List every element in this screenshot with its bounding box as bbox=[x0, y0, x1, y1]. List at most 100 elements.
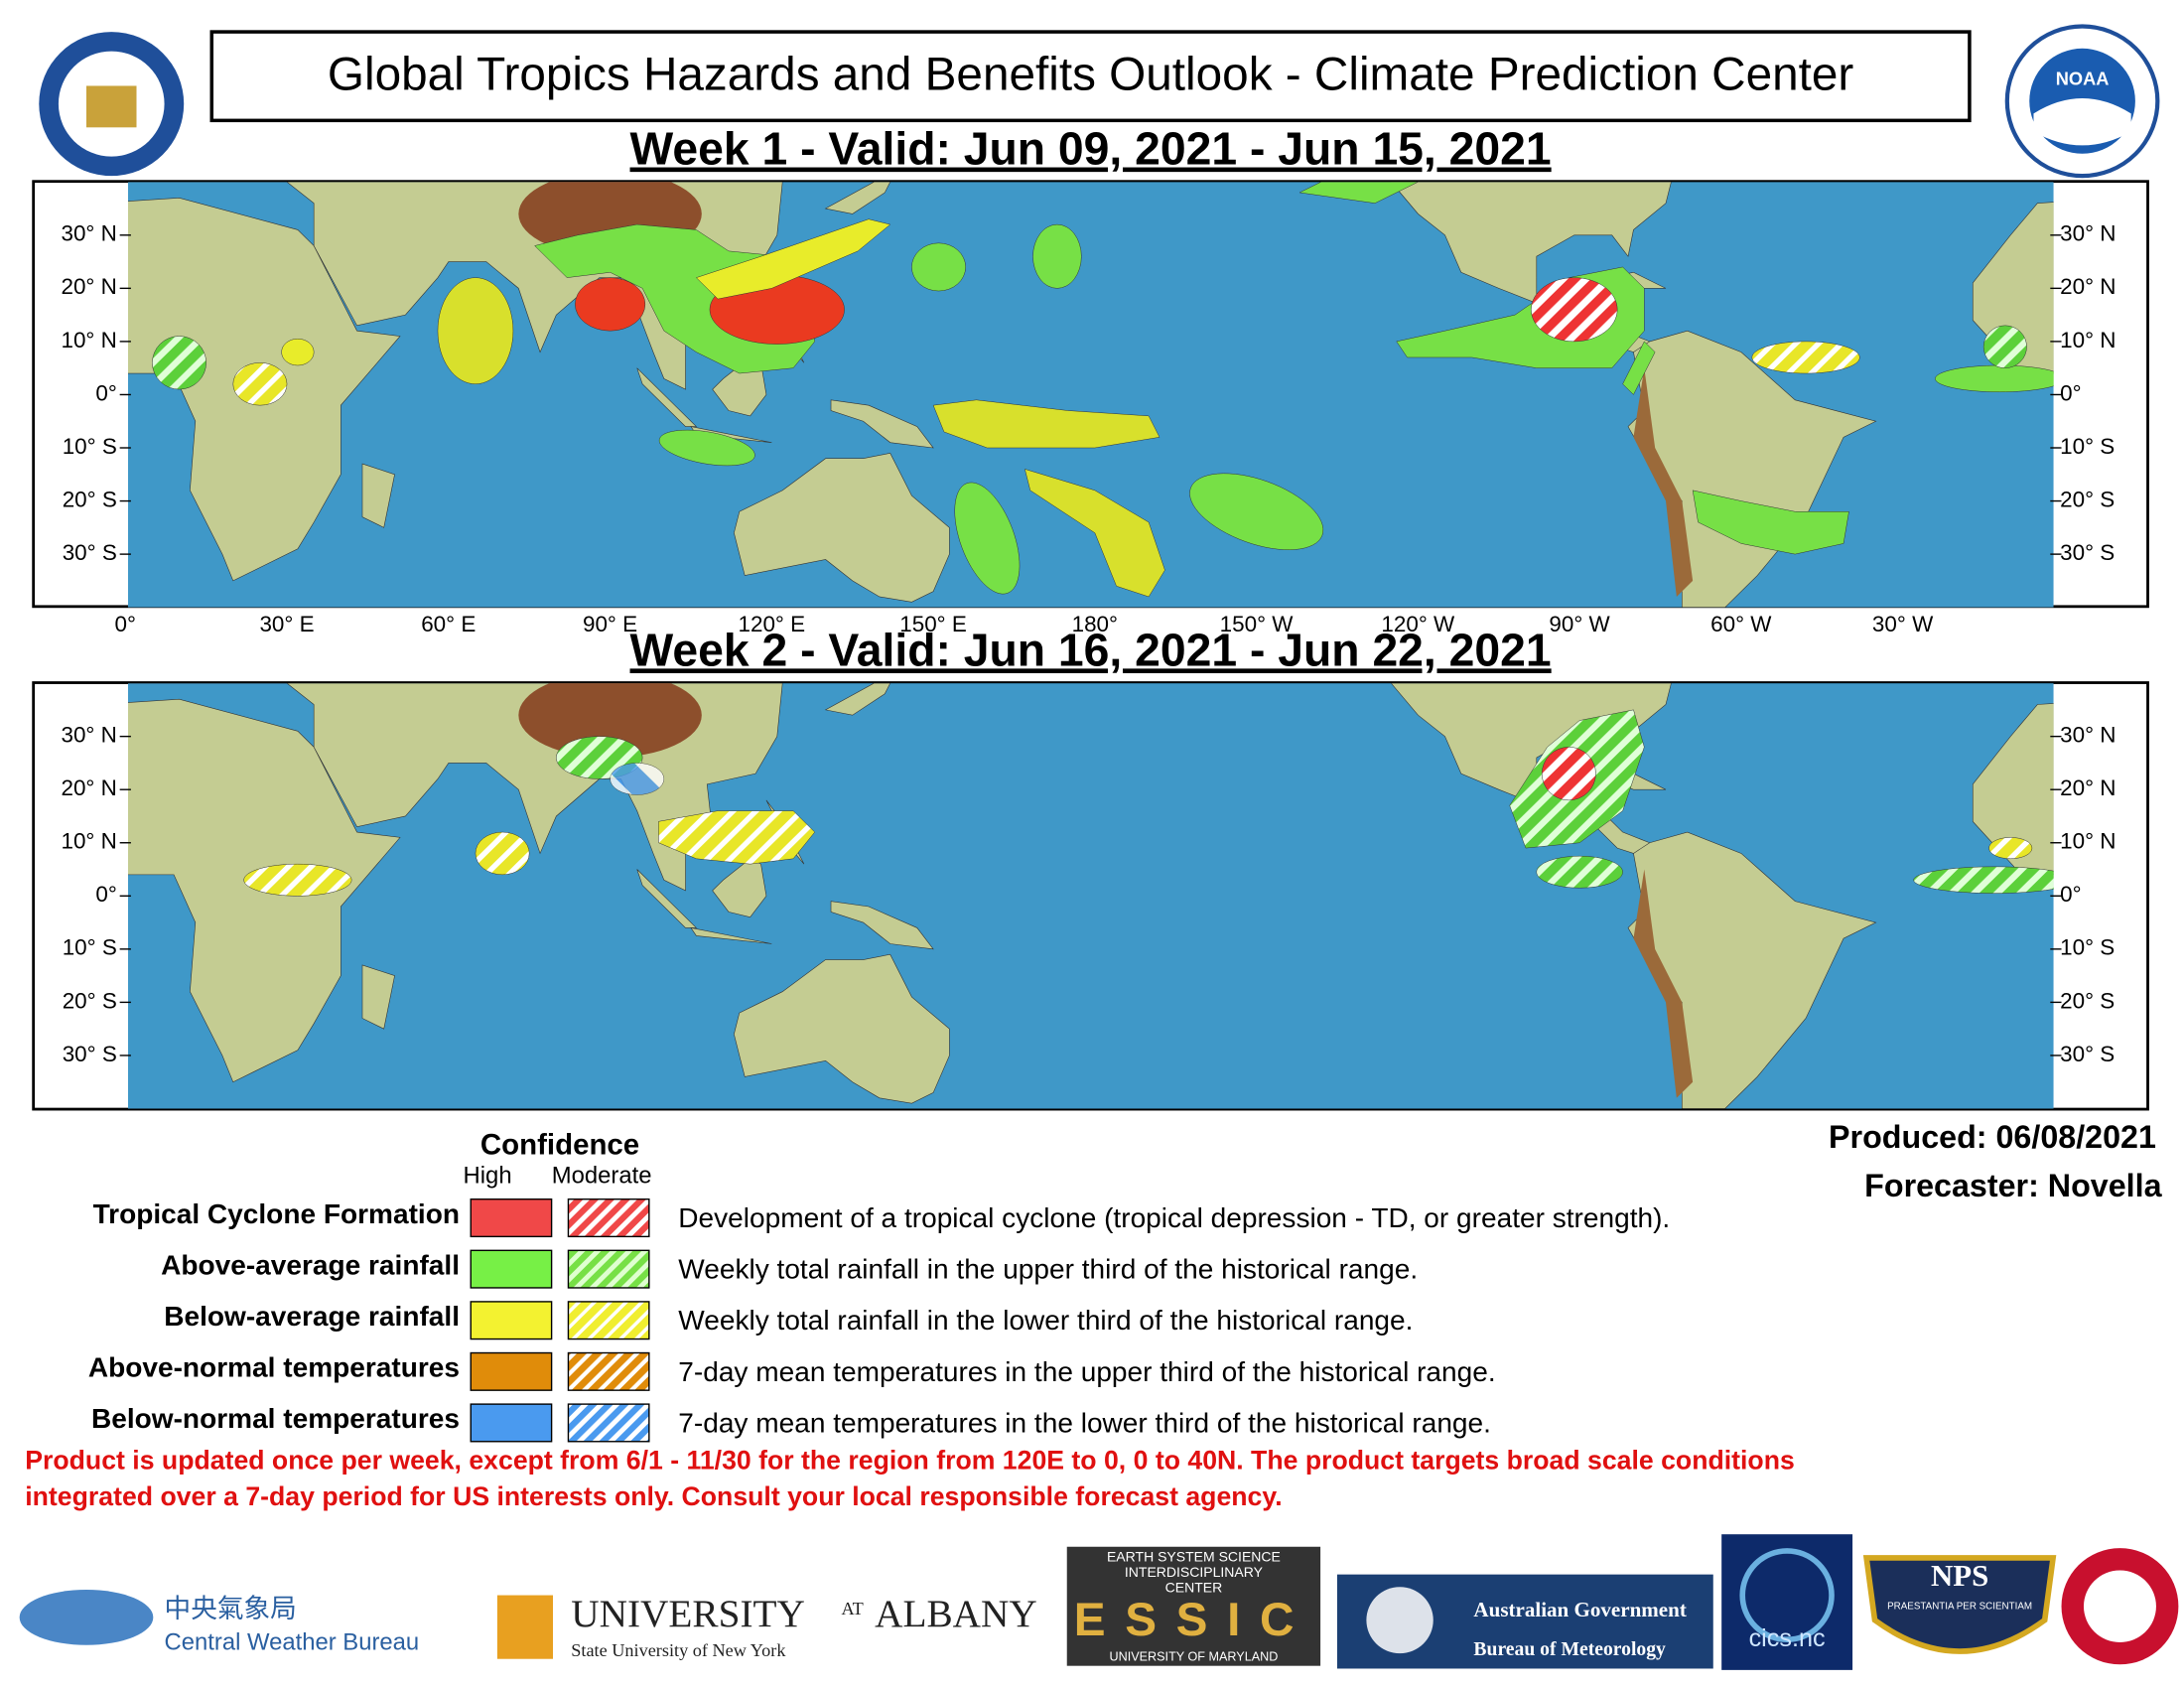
confidence-heading: Confidence bbox=[480, 1129, 639, 1162]
lon-label: 150° E bbox=[899, 612, 967, 636]
lat-label: 10° S bbox=[63, 935, 117, 960]
lon-label: 120° W bbox=[1381, 612, 1455, 636]
legend-swatch-moderate bbox=[567, 1351, 650, 1391]
title-box bbox=[209, 30, 1972, 123]
legend-swatch-moderate bbox=[567, 1198, 650, 1238]
lat-label: 0° bbox=[2060, 882, 2081, 907]
lon-label: 150° W bbox=[1220, 612, 1295, 636]
legend-label: Tropical Cyclone Formation bbox=[93, 1198, 460, 1229]
lat-label: 0° bbox=[95, 380, 116, 405]
lat-label: 30° N bbox=[2060, 723, 2116, 748]
nps-name: NPS bbox=[1931, 1559, 1988, 1593]
disclaimer-line: Product is updated once per week, except… bbox=[25, 1446, 1795, 1476]
albany-university: UNIVERSITY bbox=[571, 1593, 805, 1635]
lon-label: 30° W bbox=[1872, 612, 1934, 636]
essic-mid: INTERDISCIPLINARY bbox=[1125, 1564, 1264, 1580]
noaa-text: NOAA bbox=[2056, 70, 2110, 89]
legend-swatch-high bbox=[470, 1301, 553, 1340]
lat-label: 30° S bbox=[63, 1042, 117, 1066]
lat-label: 30° N bbox=[61, 723, 116, 748]
lon-label: 30° E bbox=[259, 612, 314, 636]
week2-map bbox=[34, 672, 2054, 1108]
lat-label: 20° S bbox=[2060, 988, 2115, 1013]
albany-name: ALBANY bbox=[875, 1593, 1037, 1635]
legend-description: 7-day mean temperatures in the lower thi… bbox=[678, 1407, 1491, 1438]
lat-label: 10° N bbox=[61, 328, 116, 352]
bom-name: Bureau of Meteorology bbox=[1473, 1639, 1666, 1660]
legend-description: Weekly total rainfall in the upper third… bbox=[678, 1254, 1418, 1285]
lat-label: 20° N bbox=[61, 775, 116, 800]
moderate-heading: Moderate bbox=[552, 1163, 652, 1190]
high-heading: High bbox=[464, 1163, 512, 1190]
cwb-emblem bbox=[19, 1589, 154, 1645]
lon-label: 120° E bbox=[738, 612, 805, 636]
title: Global Tropics Hazards and Benefits Outl… bbox=[328, 49, 1854, 101]
essic-box bbox=[1066, 1546, 1321, 1666]
cics-name: cics.nc bbox=[1749, 1624, 1826, 1652]
essic-center: CENTER bbox=[1165, 1579, 1223, 1595]
lat-label: 20° S bbox=[2060, 488, 2115, 512]
lon-label: 60° W bbox=[1710, 612, 1772, 636]
lat-label: 20° S bbox=[63, 988, 117, 1013]
legend-description: Development of a tropical cyclone (tropi… bbox=[678, 1202, 1670, 1233]
week1-title: Week 1 - Valid: Jun 09, 2021 - Jun 15, 2… bbox=[630, 123, 1552, 175]
lon-label: 90° W bbox=[1549, 612, 1610, 636]
lat-label: 20° N bbox=[2060, 274, 2116, 299]
lat-label: 20° S bbox=[63, 488, 117, 512]
week2-title: Week 2 - Valid: Jun 16, 2021 - Jun 22, 2… bbox=[630, 625, 1552, 676]
legend-label: Above-average rainfall bbox=[161, 1249, 460, 1280]
logos: 中央氣象局 Central Weather Bureau UNIVERSITY … bbox=[19, 1534, 2179, 1670]
lat-label: 20° N bbox=[61, 274, 116, 299]
bom-crest bbox=[1366, 1587, 1433, 1654]
essic-top: EARTH SYSTEM SCIENCE bbox=[1107, 1549, 1281, 1565]
legend: Tropical Cyclone Formation Development of… bbox=[88, 1198, 1670, 1443]
forecaster: Forecaster: Novella bbox=[1864, 1168, 2162, 1203]
legend-swatch-high bbox=[470, 1403, 553, 1443]
lat-label: 10° N bbox=[2060, 328, 2116, 352]
lat-label: 10° S bbox=[2060, 434, 2115, 459]
lat-label: 20° N bbox=[2060, 775, 2116, 800]
lat-label: 30° N bbox=[61, 221, 116, 246]
albany-at: AT bbox=[841, 1599, 863, 1618]
cwb-name: Central Weather Bureau bbox=[165, 1629, 420, 1656]
legend-swatch-high bbox=[470, 1198, 553, 1238]
disclaimer-line: integrated over a 7-day period for US in… bbox=[25, 1481, 1282, 1511]
lon-label: 180° bbox=[1072, 612, 1118, 636]
albany-sub: State University of New York bbox=[571, 1640, 786, 1660]
lat-label: 30° N bbox=[2060, 221, 2116, 246]
cwb-chinese: 中央氣象局 bbox=[165, 1594, 297, 1623]
lat-label: 30° S bbox=[2060, 540, 2115, 565]
noaa-gull bbox=[2033, 98, 2131, 146]
nps-motto: PRAESTANTIA PER SCIENTIAM bbox=[1887, 1601, 2032, 1612]
legend-description: Weekly total rainfall in the lower third… bbox=[678, 1305, 1413, 1336]
seal-shield bbox=[85, 85, 137, 128]
lat-label: 10° N bbox=[2060, 829, 2116, 854]
albany-emblem bbox=[496, 1595, 554, 1659]
lon-label: 90° E bbox=[583, 612, 637, 636]
legend-swatch-moderate bbox=[567, 1249, 650, 1289]
legend-swatch-high bbox=[470, 1351, 553, 1391]
legend-label: Above-normal temperatures bbox=[88, 1352, 460, 1383]
lat-label: 10° N bbox=[61, 829, 116, 854]
week1-map bbox=[34, 182, 2054, 608]
legend-description: 7-day mean temperatures in the upper thi… bbox=[678, 1356, 1495, 1387]
lat-label: 0° bbox=[2060, 380, 2081, 405]
lon-label: 60° E bbox=[421, 612, 476, 636]
axes: 30° N 30° N 20° N 20° N 10° N 10° N 0° 0° 10° S 1… bbox=[61, 221, 2116, 1066]
lat-label: 0° bbox=[95, 882, 116, 907]
legend-swatch-moderate bbox=[567, 1403, 650, 1443]
nps-shield bbox=[1862, 1555, 2057, 1654]
produced: Produced: 06/08/2021 bbox=[1829, 1119, 2156, 1155]
essic-bottom: UNIVERSITY OF MARYLAND bbox=[1109, 1650, 1278, 1664]
legend-label: Below-average rainfall bbox=[164, 1301, 460, 1332]
legend-swatch-high bbox=[470, 1249, 553, 1289]
lat-label: 10° S bbox=[2060, 935, 2115, 960]
legend-swatch-moderate bbox=[567, 1301, 650, 1340]
bom-gov: Australian Government bbox=[1473, 1598, 1686, 1621]
essic-name: ESSIC bbox=[1074, 1594, 1313, 1646]
lat-label: 30° S bbox=[2060, 1042, 2115, 1066]
lat-label: 30° S bbox=[63, 540, 117, 565]
cphc-inner bbox=[2083, 1570, 2156, 1642]
